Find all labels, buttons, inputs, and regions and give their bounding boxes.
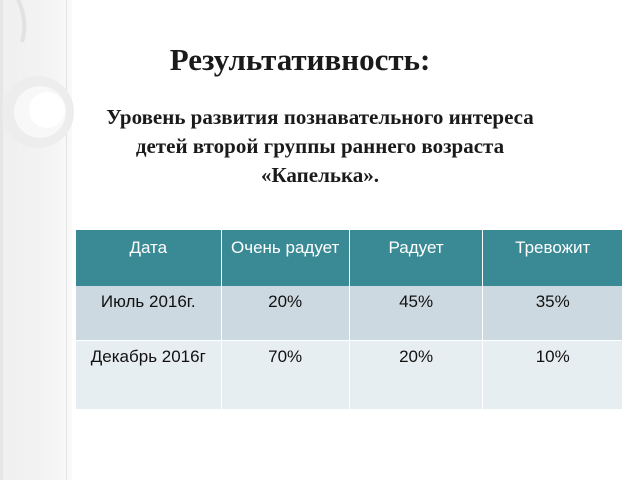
results-table: Дата Очень радует Радует Тревожит Июль 2… xyxy=(76,230,622,409)
decorative-ring-core xyxy=(29,92,65,128)
table-header-row: Дата Очень радует Радует Тревожит xyxy=(76,230,622,286)
column-header-pleased: Радует xyxy=(349,230,484,286)
column-header-date: Дата xyxy=(76,230,222,286)
table-row: Июль 2016г. 20% 45% 35% xyxy=(76,286,622,341)
cell-pleased: 45% xyxy=(349,286,484,341)
column-header-very-pleased: Очень радует xyxy=(221,230,350,286)
cell-pleased: 20% xyxy=(349,340,484,409)
column-header-worried: Тревожит xyxy=(482,230,622,286)
subtitle-line: детей второй группы раннего возраста xyxy=(135,134,505,158)
cell-worried: 35% xyxy=(482,286,622,341)
cell-very-pleased: 20% xyxy=(221,286,350,341)
decorative-curve xyxy=(16,0,27,43)
cell-very-pleased: 70% xyxy=(221,340,350,409)
cell-date: Июль 2016г. xyxy=(76,286,222,341)
slide-title: Результативность: xyxy=(169,42,431,77)
slide-subtitle: Уровень развития познавательного интерес… xyxy=(62,103,578,190)
decorative-stripe-line xyxy=(66,0,67,480)
cell-date: Декабрь 2016г xyxy=(76,340,222,409)
subtitle-line: «Капелька». xyxy=(260,163,379,187)
table-row: Декабрь 2016г 70% 20% 10% xyxy=(76,340,622,409)
subtitle-line: Уровень развития познавательного интерес… xyxy=(106,105,534,129)
decorative-ring-ornament xyxy=(2,0,74,148)
decorative-stripe-line xyxy=(0,0,3,480)
cell-worried: 10% xyxy=(482,340,622,409)
